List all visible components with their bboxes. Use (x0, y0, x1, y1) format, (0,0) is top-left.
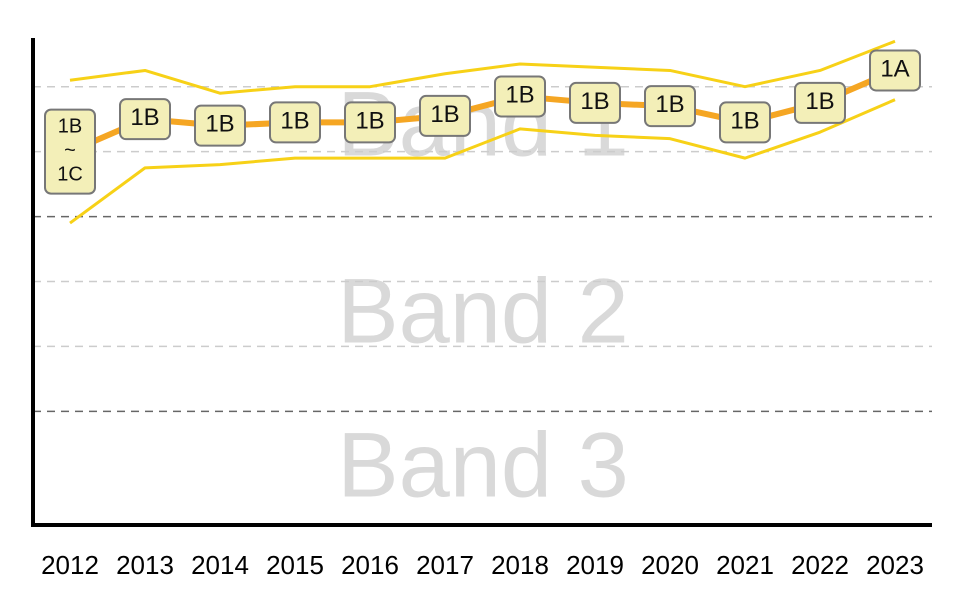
band-label: Band 2 (337, 260, 629, 362)
point-box (344, 101, 396, 144)
point-box (794, 81, 846, 124)
x-tick-label: 2016 (341, 550, 399, 580)
point-box (419, 94, 471, 137)
point-label: 1B (130, 105, 159, 132)
point-label: 1B (505, 82, 534, 109)
band-label: Band 3 (337, 414, 629, 516)
x-tick-label: 2023 (866, 550, 924, 580)
x-tick-label: 2014 (191, 550, 249, 580)
x-tick-label: 2015 (266, 550, 324, 580)
point-box (269, 101, 321, 144)
point-label: 1B ~1C (57, 116, 83, 186)
point-box (869, 49, 921, 92)
point-box (719, 101, 771, 144)
x-tick-label: 2022 (791, 550, 849, 580)
point-box (569, 81, 621, 124)
upper-bound-line (69, 39, 896, 95)
point-box (494, 75, 546, 118)
point-label: 1B (280, 108, 309, 135)
point-box (194, 104, 246, 147)
x-tick-label: 2013 (116, 550, 174, 580)
point-label: 1A (880, 56, 909, 83)
x-tick-label: 2020 (641, 550, 699, 580)
x-tick-label: 2018 (491, 550, 549, 580)
point-label: 1B (655, 92, 684, 119)
point-label: 1B (730, 108, 759, 135)
point-label: 1B (580, 88, 609, 115)
point-label: 1B (355, 108, 384, 135)
point-label: 1B (205, 111, 234, 138)
point-box (119, 98, 171, 141)
x-tick-label: 2021 (716, 550, 774, 580)
x-tick-label: 2012 (41, 550, 99, 580)
point-label: 1B (430, 101, 459, 128)
point-label: 1B (805, 88, 834, 115)
x-tick-label: 2019 (566, 550, 624, 580)
x-tick-label: 2017 (416, 550, 474, 580)
point-box (644, 85, 696, 128)
point-box (44, 108, 96, 195)
lower-bound-line (69, 98, 896, 225)
